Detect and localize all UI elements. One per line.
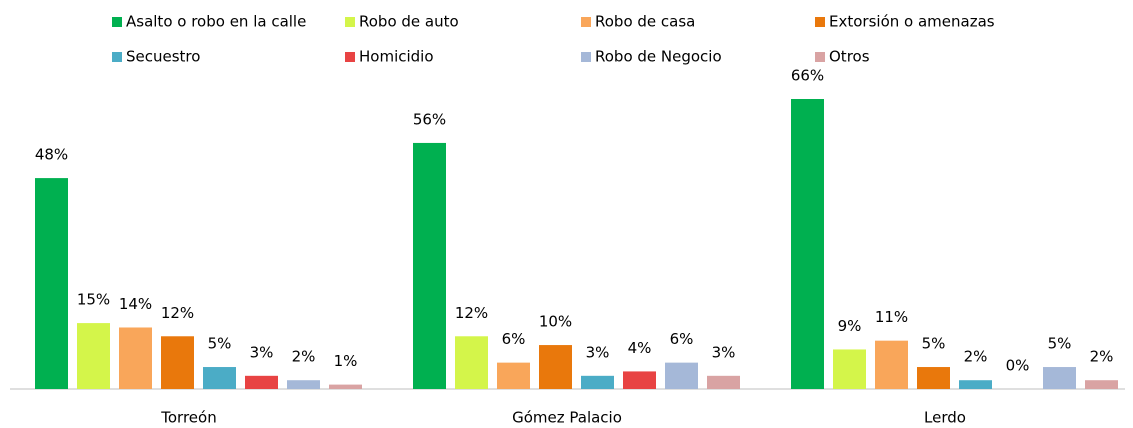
legend-swatch (112, 52, 122, 62)
value-label: 6% (670, 330, 694, 348)
value-label: 0% (1006, 357, 1030, 375)
value-label: 9% (838, 317, 862, 335)
legend-label: Secuestro (126, 48, 200, 66)
bar (581, 375, 614, 389)
bar (833, 349, 866, 389)
legend-label: Robo de Negocio (595, 48, 722, 66)
legend-swatch (815, 52, 825, 62)
legend-swatch (581, 17, 591, 27)
value-label: 6% (502, 330, 526, 348)
bar (917, 367, 950, 389)
bar (119, 327, 152, 389)
legend-swatch (112, 17, 122, 27)
value-label: 12% (161, 304, 194, 322)
bar (329, 384, 362, 389)
legend-swatch (345, 52, 355, 62)
value-label: 3% (712, 343, 736, 361)
legend-label: Asalto o robo en la calle (126, 13, 306, 31)
value-label: 3% (586, 343, 610, 361)
value-label: 5% (208, 335, 232, 353)
value-label: 11% (875, 308, 908, 326)
legend-label: Homicidio (359, 48, 434, 66)
value-label: 5% (922, 335, 946, 353)
bar (161, 336, 194, 389)
legend-label: Robo de casa (595, 13, 695, 31)
bar (539, 345, 572, 389)
bar (413, 142, 446, 389)
bar (203, 367, 236, 389)
bar (665, 362, 698, 389)
legend-label: Otros (829, 48, 870, 66)
bar (1043, 367, 1076, 389)
bar (1085, 380, 1118, 389)
x-tick-label: Gómez Palacio (512, 409, 622, 427)
bar (497, 362, 530, 389)
value-label: 15% (77, 291, 110, 309)
value-label: 48% (35, 146, 68, 164)
legend-label: Robo de auto (359, 13, 459, 31)
bar (245, 375, 278, 389)
x-tick-label: Torreón (160, 409, 216, 427)
legend-swatch (815, 17, 825, 27)
x-tick-label: Lerdo (924, 409, 966, 427)
bar (707, 375, 740, 389)
bar (77, 323, 110, 389)
value-label: 14% (119, 295, 152, 313)
legend-swatch (581, 52, 591, 62)
value-label: 2% (292, 348, 316, 366)
bar (287, 380, 320, 389)
value-label: 10% (539, 313, 572, 331)
bar (791, 99, 824, 389)
bar (35, 178, 68, 389)
value-label: 66% (791, 67, 824, 85)
value-label: 2% (964, 348, 988, 366)
value-label: 2% (1090, 348, 1114, 366)
value-label: 12% (455, 304, 488, 322)
bar (959, 380, 992, 389)
bar (623, 371, 656, 389)
value-label: 1% (334, 352, 358, 370)
bar (455, 336, 488, 389)
value-label: 3% (250, 343, 274, 361)
value-label: 5% (1048, 335, 1072, 353)
legend-label: Extorsión o amenazas (829, 13, 995, 31)
bar (875, 340, 908, 389)
legend-swatch (345, 17, 355, 27)
value-label: 56% (413, 110, 446, 128)
value-label: 4% (628, 339, 652, 357)
